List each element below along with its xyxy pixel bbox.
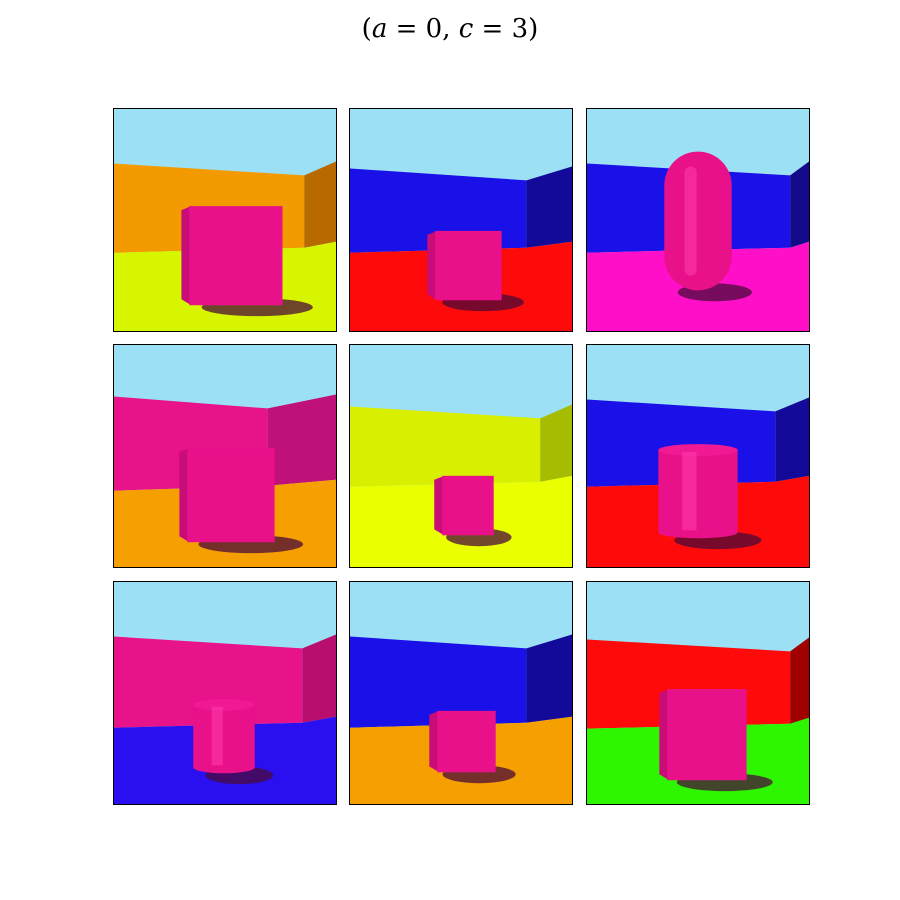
scene-tile: [349, 581, 573, 805]
title-open: (: [361, 14, 372, 44]
cube-object: [179, 448, 275, 543]
cylinder-object: [193, 698, 255, 774]
figure-title: (a = 0, c = 3): [0, 14, 900, 44]
scene-tile: [113, 581, 337, 805]
side-wall: [526, 166, 572, 248]
cube-object: [181, 206, 283, 306]
scene-tile: [349, 344, 573, 568]
cylinder-object: [658, 444, 738, 539]
side-wall: [790, 161, 809, 248]
scene-tile: [586, 581, 810, 805]
cube-object: [429, 710, 496, 773]
scene-render: [114, 345, 336, 567]
scene-render: [114, 109, 336, 331]
scene-tile: [349, 108, 573, 332]
scene-render: [587, 582, 809, 804]
side-wall: [267, 394, 336, 486]
scene-tile: [113, 108, 337, 332]
scene-render: [114, 582, 336, 804]
back-wall: [350, 636, 527, 728]
cube-object: [659, 689, 747, 781]
title-var-c: c: [458, 14, 474, 44]
title-var-a: a: [371, 14, 388, 44]
scene-render: [587, 345, 809, 567]
title-close: ): [528, 14, 539, 44]
cube-object: [434, 475, 494, 536]
scene-tile: [113, 344, 337, 568]
side-wall: [540, 404, 572, 482]
capsule-object: [664, 151, 732, 291]
side-wall: [304, 161, 336, 248]
back-wall: [350, 406, 541, 487]
side-wall: [775, 397, 809, 482]
scene-render: [587, 109, 809, 331]
title-eq-c: = 3: [473, 14, 529, 44]
scene-render: [350, 345, 572, 567]
image-grid: [113, 108, 810, 805]
back-wall: [114, 636, 303, 728]
side-wall: [790, 637, 809, 724]
side-wall: [302, 634, 336, 723]
scene-render: [350, 582, 572, 804]
scene-tile: [586, 344, 810, 568]
scene-tile: [586, 108, 810, 332]
cube-object: [427, 230, 502, 301]
side-wall: [526, 634, 572, 723]
title-eq-a: = 0,: [387, 14, 459, 44]
scene-render: [350, 109, 572, 331]
